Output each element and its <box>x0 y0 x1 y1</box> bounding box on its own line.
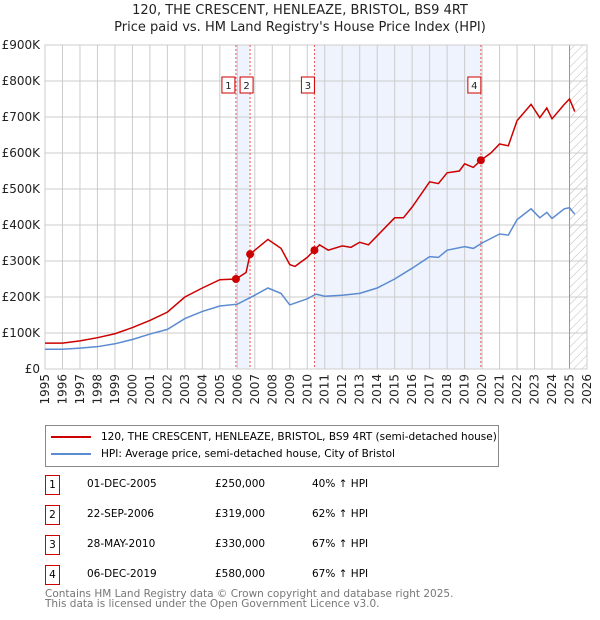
transaction-hpi: 67% ↑ HPI <box>312 538 369 550</box>
transaction-number: 4 <box>45 565 60 585</box>
x-tick-label: 2016 <box>405 374 419 405</box>
sale-label: 2 <box>243 81 249 92</box>
plot-frame <box>44 44 588 370</box>
sale-label: 3 <box>305 81 311 92</box>
x-tick-label: 1996 <box>55 374 69 405</box>
shaded-period <box>235 45 251 369</box>
y-tick-label: £100K <box>2 326 42 340</box>
transaction-price: £250,000 <box>215 478 266 490</box>
x-tick-label: 2007 <box>248 374 262 405</box>
x-tick-label: 2020 <box>475 374 489 405</box>
transaction-date: 22-SEP-2006 <box>87 508 155 520</box>
sale-label-box <box>239 76 254 94</box>
transaction-date: 28-MAY-2010 <box>87 538 156 550</box>
chart-title: 120, THE CRESCENT, HENLEAZE, BRISTOL, BS… <box>132 3 468 18</box>
series-line <box>45 206 576 350</box>
x-tick-label: 2005 <box>213 374 227 405</box>
x-tick-label: 2018 <box>440 374 454 405</box>
y-tick-label: £800K <box>2 74 42 88</box>
x-tick-label: 2019 <box>458 374 472 405</box>
chart-subtitle: Price paid vs. HM Land Registry's House … <box>114 20 486 35</box>
x-tick-label: 2000 <box>125 374 139 405</box>
legend-swatch-property <box>51 436 91 438</box>
sale-label-box <box>300 76 315 94</box>
x-tick-label: 2015 <box>388 374 402 405</box>
transaction-number: 2 <box>45 505 60 525</box>
sale-point <box>310 246 319 255</box>
x-tick-label: 2017 <box>423 374 437 405</box>
footer-copyright: Contains HM Land Registry data © Crown c… <box>45 588 454 600</box>
x-tick-label: 1997 <box>73 374 87 405</box>
x-tick-label: 2001 <box>143 374 157 405</box>
transaction-price: £330,000 <box>215 538 266 550</box>
x-tick-label: 2025 <box>563 374 577 405</box>
transaction-row: 2 22-SEP-2006 £319,000 62% ↑ HPI <box>45 505 445 525</box>
x-tick-label: 2013 <box>353 374 367 405</box>
x-tick-label: 1995 <box>38 374 52 405</box>
sale-label: 1 <box>225 81 231 92</box>
x-tick-label: 1999 <box>108 374 122 405</box>
sale-label-box <box>467 76 482 94</box>
y-tick-label: £600K <box>2 146 42 160</box>
x-tick-label: 2021 <box>493 374 507 405</box>
legend: 120, THE CRESCENT, HENLEAZE, BRISTOL, BS… <box>45 425 499 467</box>
x-tick-label: 2003 <box>178 374 192 405</box>
x-tick-label: 1998 <box>90 374 104 405</box>
y-tick-label: £0 <box>25 362 40 376</box>
x-tick-label: 2011 <box>318 374 332 405</box>
x-tick-label: 2024 <box>545 374 559 405</box>
footer-licence: This data is licensed under the Open Gov… <box>45 598 380 610</box>
transaction-hpi: 67% ↑ HPI <box>312 568 369 580</box>
x-tick-label: 2026 <box>580 374 594 405</box>
forecast-hatch <box>569 45 587 369</box>
shaded-period <box>314 45 481 369</box>
transaction-price: £319,000 <box>215 508 266 520</box>
x-tick-label: 2022 <box>510 374 524 405</box>
x-tick-label: 2008 <box>265 374 279 405</box>
sale-label: 4 <box>471 81 477 92</box>
y-tick-label: £700K <box>2 110 42 124</box>
y-tick-label: £500K <box>2 182 42 196</box>
legend-swatch-hpi <box>51 453 91 455</box>
x-tick-label: 2023 <box>528 374 542 405</box>
x-tick-label: 2002 <box>160 374 174 405</box>
footer: Contains HM Land Registry data © Crown c… <box>45 588 454 610</box>
y-tick-label: £400K <box>2 218 42 232</box>
transaction-row: 3 28-MAY-2010 £330,000 67% ↑ HPI <box>45 535 445 555</box>
x-tick-label: 2004 <box>195 374 209 405</box>
x-tick-label: 2010 <box>300 374 314 405</box>
transaction-hpi: 62% ↑ HPI <box>312 508 369 520</box>
y-tick-label: £200K <box>2 290 42 304</box>
y-tick-label: £900K <box>2 38 42 52</box>
transaction-number: 3 <box>45 535 60 555</box>
transaction-hpi: 40% ↑ HPI <box>312 478 369 490</box>
transaction-price: £580,000 <box>215 568 266 580</box>
price-chart: 1995 1996 1997 1998 1999 2000 2001 2002 2003 2004… <box>2 38 594 405</box>
transaction-row: 1 01-DEC-2005 £250,000 40% ↑ HPI <box>45 475 445 495</box>
sale-point <box>246 250 255 259</box>
x-tick-label: 2012 <box>335 374 349 405</box>
transaction-row: 4 06-DEC-2019 £580,000 67% ↑ HPI <box>45 565 445 585</box>
x-tick-label: 2009 <box>283 374 297 405</box>
legend-hpi: HPI: Average price, semi-detached house,… <box>101 448 395 460</box>
sale-point <box>231 275 240 283</box>
y-tick-label: £300K <box>2 254 42 268</box>
transaction-date: 06-DEC-2019 <box>87 568 157 580</box>
series-line <box>45 97 576 344</box>
sale-label-box <box>221 76 236 94</box>
x-tick-label: 2006 <box>230 374 244 405</box>
transaction-date: 01-DEC-2005 <box>87 478 157 490</box>
legend-property: 120, THE CRESCENT, HENLEAZE, BRISTOL, BS… <box>101 431 497 443</box>
sale-point <box>476 156 485 165</box>
transaction-number: 1 <box>45 475 60 495</box>
x-tick-label: 2014 <box>370 374 384 405</box>
